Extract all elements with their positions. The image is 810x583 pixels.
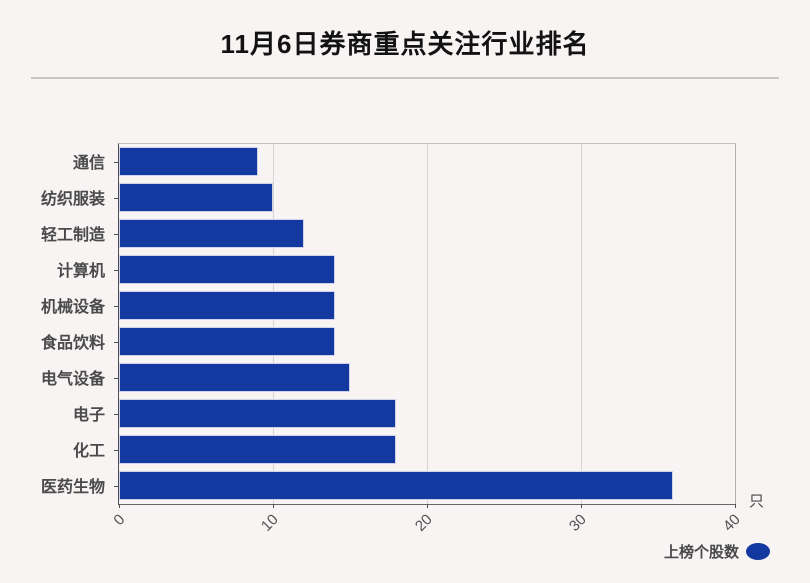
bar-row (119, 432, 735, 468)
x-axis-tick-label: 10 (258, 511, 283, 535)
plot-area: 0 10 20 30 40 (110, 143, 744, 535)
y-axis-label: 计算机 (56, 263, 105, 280)
x-axis-tick-label: 20 (412, 511, 437, 535)
y-axis-tick (114, 378, 118, 379)
bar-化工 (119, 435, 397, 464)
gridline (427, 144, 428, 504)
y-axis-label: 纺织服装 (40, 191, 105, 208)
legend: 上榜个股数 (664, 541, 770, 562)
x-axis-tick (427, 504, 428, 508)
bar-row (119, 252, 735, 288)
bar-row (119, 144, 735, 180)
y-axis-tick (114, 270, 118, 271)
bar-row (119, 468, 735, 504)
bar-食品饮料 (119, 327, 335, 356)
title-divider (31, 77, 779, 79)
legend-series-marker-icon (746, 543, 770, 560)
y-axis-tick (114, 234, 118, 235)
y-axis-tick (114, 486, 118, 487)
y-axis-label: 化工 (72, 443, 105, 460)
bar-电气设备 (119, 363, 350, 392)
x-axis-tick (119, 504, 120, 508)
y-axis-label: 食品饮料 (40, 335, 105, 352)
y-axis-label: 通信 (72, 155, 105, 172)
y-axis-tick (114, 198, 118, 199)
bar-纺织服装 (119, 183, 273, 212)
y-axis-label: 轻工制造 (40, 227, 105, 244)
bar-row (119, 396, 735, 432)
gridline (581, 144, 582, 504)
y-axis-label: 电气设备 (40, 371, 105, 388)
bar-轻工制造 (119, 219, 304, 248)
gridline (273, 144, 274, 504)
bar-通信 (119, 147, 258, 176)
x-axis-tick (273, 504, 274, 508)
x-axis-tick (581, 504, 582, 508)
y-axis-tick (114, 306, 118, 307)
x-axis-tick-label: 30 (566, 511, 591, 535)
x-axis-unit-label: 只 (749, 493, 765, 510)
bar-row (119, 360, 735, 396)
bar-row (119, 216, 735, 252)
bar-row (119, 288, 735, 324)
bar-医药生物 (119, 471, 674, 500)
y-axis-labels: 通信纺织服装轻工制造计算机机械设备食品饮料电气设备电子化工医药生物 (0, 143, 112, 503)
bar-电子 (119, 399, 397, 428)
chart-title: 11月6日券商重点关注行业排名 (220, 29, 590, 59)
bar-row (119, 324, 735, 360)
y-axis-tick (114, 162, 118, 163)
y-axis-tick (114, 450, 118, 451)
x-axis-tick-label: 40 (720, 511, 745, 535)
y-axis-tick (114, 414, 118, 415)
bar-row (119, 180, 735, 216)
y-axis-label: 机械设备 (40, 299, 105, 316)
bar-机械设备 (119, 291, 335, 320)
bar-计算机 (119, 255, 335, 284)
y-axis-label: 电子 (72, 407, 105, 424)
y-axis-label: 医药生物 (40, 479, 105, 496)
x-axis-tick-label: 0 (110, 511, 129, 529)
x-axis-tick (735, 504, 736, 508)
y-axis-tick (114, 342, 118, 343)
legend-label: 上榜个股数 (663, 544, 739, 561)
